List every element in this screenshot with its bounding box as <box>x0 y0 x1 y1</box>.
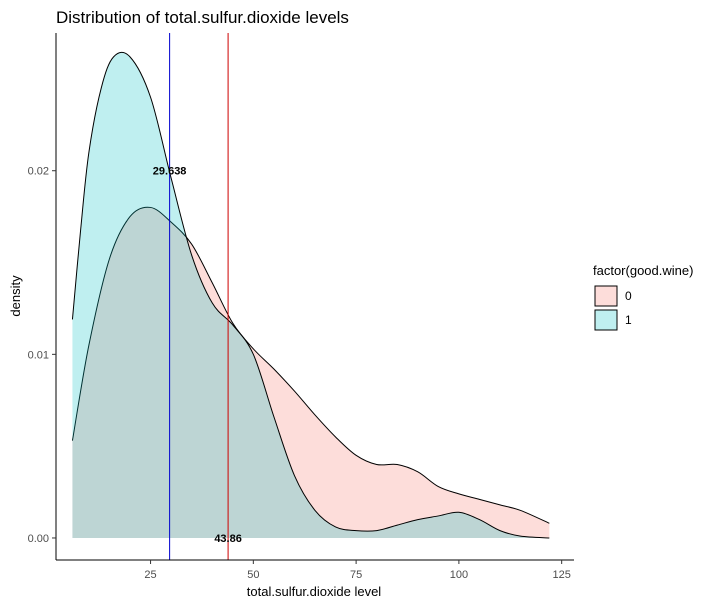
density-area-0 <box>72 207 550 538</box>
x-tick-label: 50 <box>247 569 259 581</box>
y-tick-label: 0.01 <box>28 349 49 361</box>
x-axis-ticks: 25 50 75 100 125 <box>144 560 571 581</box>
annotations-layer: 29.638 43.86 <box>153 166 242 545</box>
x-axis-label: total.sulfur.dioxide level <box>247 584 382 599</box>
chart-title: Distribution of total.sulfur.dioxide lev… <box>56 8 349 27</box>
legend-entries: 01 <box>594 285 632 331</box>
y-tick-label: 0.00 <box>28 533 49 545</box>
y-axis-label: density <box>8 275 23 317</box>
density-series-layer <box>71 51 550 539</box>
x-tick-label: 100 <box>450 569 468 581</box>
legend-title: factor(good.wine) <box>593 263 693 278</box>
legend-swatch-1 <box>594 309 618 331</box>
x-tick-label: 125 <box>552 569 570 581</box>
x-tick-label: 75 <box>350 569 362 581</box>
y-tick-label: 0.02 <box>28 166 49 178</box>
mean-label-2: 43.86 <box>214 533 242 545</box>
mean-lines-layer <box>169 33 229 560</box>
density-outline-0 <box>71 206 550 524</box>
x-tick-label: 25 <box>144 569 156 581</box>
density-outline-1 <box>71 51 550 539</box>
legend-swatch-0 <box>594 285 618 307</box>
density-area-1 <box>72 52 550 538</box>
legend: factor(good.wine) 01 <box>593 263 693 331</box>
legend-label-1: 1 <box>625 313 632 327</box>
mean-label-1: 29.638 <box>153 166 187 178</box>
legend-label-0: 0 <box>625 289 632 303</box>
y-axis-ticks: 0.00 0.01 0.02 <box>28 166 56 545</box>
